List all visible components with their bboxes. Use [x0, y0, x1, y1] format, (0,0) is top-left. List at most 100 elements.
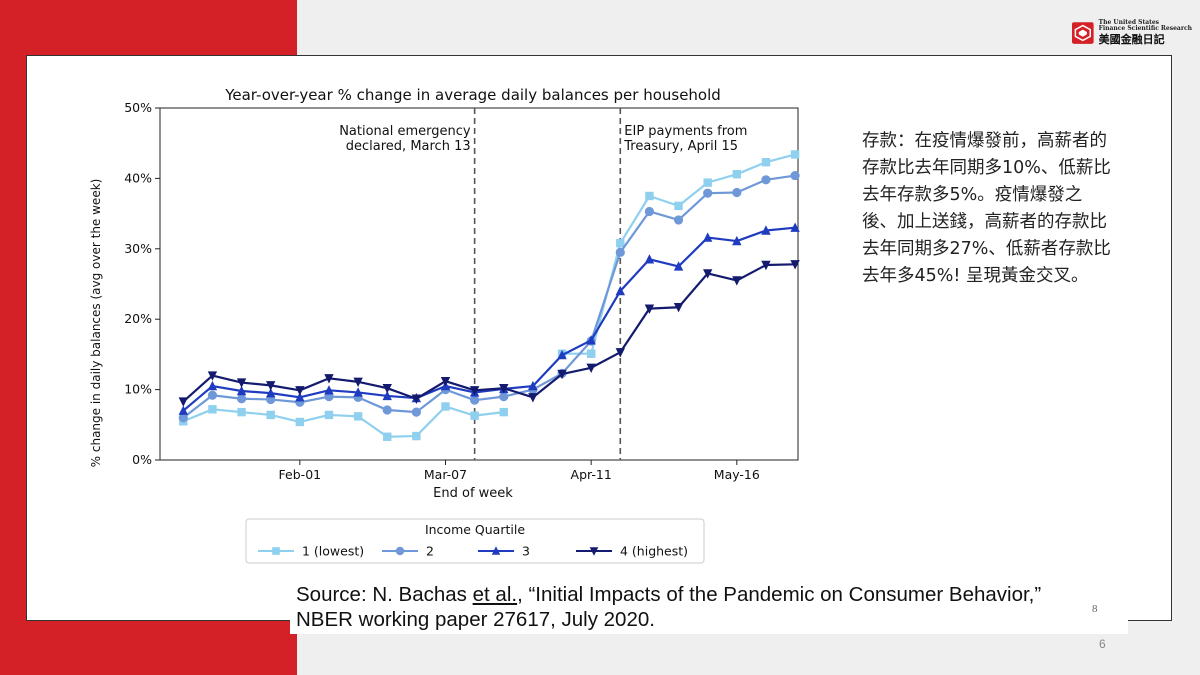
- data-point-marker: [790, 260, 800, 270]
- data-point-marker: [353, 377, 363, 388]
- data-point-marker: [586, 335, 596, 345]
- legend-label: 1 (lowest): [302, 544, 364, 559]
- data-point-marker: [441, 402, 450, 411]
- legend-label: 4 (highest): [620, 544, 688, 559]
- data-point-marker: [615, 247, 625, 257]
- data-point-marker: [470, 411, 479, 420]
- y-tick-label: 0%: [132, 452, 152, 467]
- data-point-marker: [178, 405, 189, 415]
- y-tick-label: 40%: [124, 170, 152, 185]
- data-point-marker: [491, 546, 501, 555]
- data-point-marker: [469, 386, 480, 396]
- data-point-marker: [324, 410, 334, 420]
- data-point-marker: [644, 254, 655, 264]
- data-point-marker: [295, 386, 305, 396]
- data-point-marker: [615, 285, 625, 296]
- data-point-marker: [790, 150, 800, 159]
- source-prefix: Source: N. Bachas: [296, 583, 473, 606]
- data-point-marker: [528, 380, 538, 391]
- event-annotation-text: EIP payments from: [624, 124, 747, 139]
- source-etal-link[interactable]: et al.: [472, 583, 518, 606]
- y-tick-label: 30%: [124, 241, 152, 256]
- data-point-marker: [616, 238, 625, 248]
- source-reference-number: 8: [1092, 603, 1098, 615]
- data-point-marker: [790, 222, 800, 232]
- data-point-marker: [412, 431, 421, 441]
- data-point-marker: [383, 432, 392, 441]
- data-point-marker: [673, 215, 684, 225]
- data-point-marker: [703, 178, 712, 187]
- chart-y-axis-label: % change in daily balances (avg over the…: [89, 179, 103, 468]
- data-point-marker: [702, 269, 713, 279]
- data-point-marker: [208, 405, 217, 414]
- data-point-marker: [761, 175, 771, 185]
- data-point-marker: [589, 547, 599, 556]
- data-point-marker: [207, 390, 218, 400]
- data-point-marker: [499, 392, 509, 402]
- chart-x-axis-label: End of week: [433, 486, 513, 501]
- source-title: , “Initial Impacts of the Pandemic on Co…: [517, 583, 1042, 606]
- data-point-marker: [178, 413, 188, 423]
- chart-title: Year-over-year % change in average daily…: [224, 86, 721, 104]
- data-point-marker: [732, 187, 742, 198]
- y-tick-label: 50%: [124, 100, 152, 115]
- brand-logo: The United States Finance Scientific Res…: [1072, 15, 1192, 51]
- event-annotation-text: Treasury, April 15: [623, 139, 738, 154]
- data-point-marker: [761, 225, 771, 235]
- logo-english-line2: Finance Scientific Research: [1098, 25, 1192, 33]
- data-point-marker: [266, 381, 276, 391]
- data-point-marker: [324, 385, 334, 395]
- data-point-marker: [703, 188, 713, 198]
- data-point-marker: [644, 304, 655, 314]
- data-point-marker: [272, 547, 280, 555]
- data-point-marker: [266, 387, 276, 398]
- data-point-marker: [236, 394, 247, 404]
- data-point-marker: [586, 349, 596, 358]
- data-point-marker: [295, 417, 305, 427]
- data-point-marker: [732, 169, 742, 179]
- chart-container: Year-over-year % change in average daily…: [80, 83, 806, 569]
- logo-emblem-icon: [1072, 22, 1094, 44]
- data-point-marker: [557, 349, 567, 360]
- data-point-marker: [236, 378, 247, 388]
- data-point-marker: [382, 390, 392, 401]
- data-point-marker: [324, 374, 334, 384]
- data-point-marker: [673, 303, 684, 313]
- commentary-text: 存款：在疫情爆發前，高薪者的存款比去年同期多10%、低薪比去年存款多5%。疫情爆…: [862, 131, 1111, 286]
- source-line2: NBER working paper 27617, July 2020.: [296, 608, 655, 631]
- data-point-marker: [411, 394, 422, 404]
- legend-label: 3: [522, 544, 530, 559]
- data-point-marker: [353, 387, 363, 397]
- data-point-marker: [528, 393, 538, 403]
- data-point-marker: [440, 376, 451, 387]
- data-point-marker: [382, 405, 392, 415]
- data-point-marker: [761, 158, 771, 167]
- data-point-marker: [266, 410, 275, 420]
- data-point-marker: [178, 397, 189, 407]
- source-citation: Source: N. Bachas et al., “Initial Impac…: [290, 582, 1128, 634]
- balances-line-chart: Year-over-year % change in average daily…: [89, 86, 800, 564]
- data-point-marker: [237, 407, 246, 417]
- data-point-marker: [702, 232, 713, 242]
- series-line-quartile-4: [182, 263, 796, 403]
- data-point-marker: [644, 206, 655, 217]
- event-annotation-text: National emergency: [339, 124, 471, 139]
- data-point-marker: [732, 276, 742, 286]
- data-point-marker: [586, 363, 596, 373]
- data-point-marker: [207, 380, 218, 391]
- plot-area-border: [159, 107, 799, 461]
- data-point-marker: [761, 260, 771, 271]
- page-number: 6: [1099, 637, 1106, 651]
- data-point-marker: [673, 261, 684, 271]
- series-line-quartile-3: [182, 226, 796, 412]
- x-tick-label: Apr-11: [571, 467, 612, 482]
- data-point-marker: [557, 369, 567, 380]
- data-point-marker: [645, 191, 654, 201]
- data-point-marker: [382, 383, 392, 394]
- y-tick-label: 10%: [124, 382, 152, 397]
- data-point-marker: [353, 412, 363, 421]
- data-point-marker: [790, 170, 800, 181]
- logo-english-line1: The United States: [1098, 18, 1160, 26]
- x-tick-label: May-16: [714, 467, 760, 482]
- y-tick-label: 20%: [124, 311, 152, 326]
